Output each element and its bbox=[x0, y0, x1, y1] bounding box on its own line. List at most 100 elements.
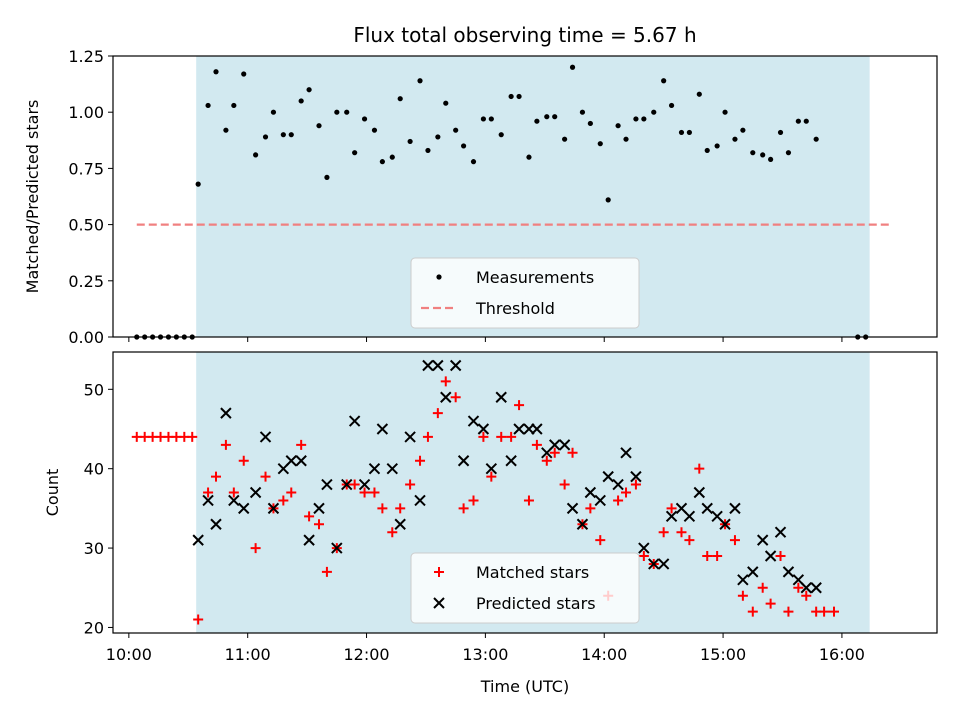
predicted-star-point bbox=[321, 478, 333, 491]
top-y-ticks: 0.00 0.25 0.50 0.75 1.00 1.25 bbox=[68, 47, 113, 347]
y-tick-label: 40 bbox=[84, 460, 104, 479]
predicted-star-point bbox=[576, 518, 589, 530]
measurement-point bbox=[633, 116, 639, 122]
top-panel-marks bbox=[134, 64, 890, 340]
matched-star-point bbox=[829, 606, 839, 617]
measurement-point bbox=[740, 127, 746, 133]
bottom-y-axis-label: Count bbox=[43, 469, 62, 517]
measurement-point bbox=[470, 159, 477, 165]
legend-predicted-swatch bbox=[433, 597, 445, 609]
measurement-point bbox=[425, 147, 431, 154]
matched-star-point bbox=[684, 535, 695, 546]
measurement-point bbox=[678, 129, 685, 136]
measurement-point bbox=[750, 150, 756, 156]
predicted-star-point bbox=[404, 431, 416, 443]
x-tick-label: 16:00 bbox=[819, 645, 865, 664]
measurement-point bbox=[569, 64, 576, 70]
predicted-star-point bbox=[432, 359, 444, 372]
matched-star-point bbox=[783, 606, 794, 617]
matched-star-point bbox=[729, 535, 740, 546]
predicted-star-point bbox=[683, 510, 696, 523]
predicted-star-point bbox=[638, 542, 650, 554]
measurement-point bbox=[597, 141, 603, 147]
y-tick-label: 0.25 bbox=[68, 272, 104, 291]
matched-star-point bbox=[747, 606, 758, 617]
matched-star-point bbox=[377, 503, 388, 514]
matched-star-point bbox=[369, 487, 380, 498]
legend-entry-label: Predicted stars bbox=[476, 594, 596, 613]
measurement-point bbox=[661, 78, 667, 84]
predicted-star-point bbox=[800, 582, 812, 594]
measurement-point bbox=[785, 150, 792, 156]
predicted-star-point bbox=[756, 534, 769, 546]
predicted-star-point bbox=[376, 423, 389, 435]
measurement-point bbox=[668, 102, 675, 109]
predicted-star-point bbox=[331, 542, 343, 554]
predicted-star-point bbox=[747, 566, 759, 578]
matched-star-point bbox=[286, 487, 297, 498]
measurement-point bbox=[324, 174, 330, 180]
matched-star-point bbox=[506, 431, 517, 442]
matched-star-point bbox=[514, 400, 525, 411]
predicted-star-point bbox=[648, 558, 660, 570]
predicted-star-point bbox=[440, 391, 452, 403]
predicted-star-point bbox=[202, 494, 214, 507]
matched-star-point bbox=[765, 598, 776, 609]
measurement-point bbox=[813, 136, 819, 142]
predicted-star-point bbox=[566, 502, 579, 515]
matched-star-point bbox=[676, 527, 687, 538]
measurement-point bbox=[288, 132, 294, 138]
predicted-star-point bbox=[602, 470, 614, 483]
measurement-point bbox=[623, 136, 629, 142]
measurement-point bbox=[316, 123, 322, 129]
y-tick-label: 20 bbox=[84, 618, 104, 637]
measurement-point bbox=[306, 87, 312, 93]
matched-star-point bbox=[523, 495, 534, 506]
matched-star-point bbox=[819, 606, 830, 617]
matched-star-point bbox=[458, 503, 469, 514]
measurement-point bbox=[334, 109, 340, 115]
matched-star-point bbox=[296, 439, 307, 450]
predicted-star-point bbox=[295, 455, 307, 467]
top-panel: 0.00 0.25 0.50 0.75 1.00 1.25 Flux total obse… bbox=[23, 23, 938, 347]
measurement-point bbox=[480, 116, 487, 122]
predicted-star-point bbox=[220, 407, 232, 419]
legend-entry-label: Threshold bbox=[475, 299, 555, 318]
matched-star-point bbox=[531, 439, 542, 450]
legend-box bbox=[410, 257, 640, 329]
measurement-point bbox=[379, 159, 385, 165]
predicted-star-point bbox=[549, 439, 561, 451]
measurement-point bbox=[443, 100, 449, 106]
predicted-star-point bbox=[729, 502, 741, 515]
x-tick-label: 12:00 bbox=[343, 645, 389, 664]
measurement-point bbox=[534, 118, 540, 124]
predicted-star-point bbox=[449, 359, 462, 372]
predicted-star-point bbox=[810, 582, 822, 594]
predicted-star-point bbox=[422, 359, 434, 372]
legend-entry-label: Matched stars bbox=[476, 563, 589, 582]
predicted-star-point bbox=[774, 526, 787, 538]
legend-measurement-swatch bbox=[436, 274, 442, 280]
predicted-star-point bbox=[348, 415, 361, 427]
top-y-axis-label: Matched/Predicted stars bbox=[23, 100, 42, 294]
x-tick-label: 15:00 bbox=[700, 645, 746, 664]
predicted-star-point bbox=[368, 462, 381, 475]
measurement-point bbox=[231, 102, 237, 109]
y-tick-label: 0.50 bbox=[68, 216, 104, 235]
predicted-star-point bbox=[394, 518, 406, 530]
measurement-point bbox=[344, 109, 350, 115]
measurement-point bbox=[223, 127, 229, 133]
predicted-star-point bbox=[477, 423, 490, 435]
x-tick-label: 10:00 bbox=[106, 645, 152, 664]
measurement-point bbox=[704, 147, 710, 154]
predicted-star-point bbox=[594, 494, 606, 507]
x-tick-label: 13:00 bbox=[462, 645, 508, 664]
measurement-point bbox=[389, 154, 395, 160]
matched-star-point bbox=[450, 392, 461, 403]
predicted-star-point bbox=[303, 534, 315, 546]
predicted-star-point bbox=[210, 518, 222, 530]
legend-matched-swatch bbox=[434, 567, 444, 577]
legend-entry-label: Measurements bbox=[476, 268, 594, 287]
measurement-point bbox=[552, 114, 558, 120]
